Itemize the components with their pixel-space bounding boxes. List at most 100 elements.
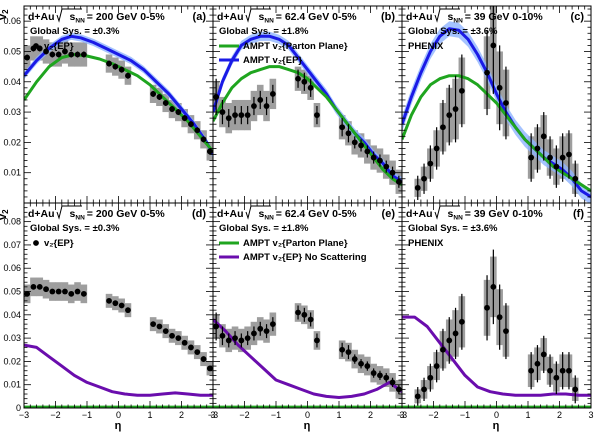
- data-point: [74, 288, 81, 295]
- panel-title-energy: s: [448, 11, 454, 23]
- legend-label: v₂{EP}: [44, 41, 74, 52]
- data-point: [414, 184, 421, 191]
- data-point: [206, 148, 213, 155]
- y-tick-label: 0.01: [3, 380, 21, 390]
- curve-blue: [24, 34, 213, 156]
- data-point: [213, 323, 220, 330]
- data-point: [295, 75, 301, 82]
- data-point: [553, 163, 560, 170]
- y-tick-label: 0.07: [3, 240, 21, 250]
- data-point: [68, 51, 75, 58]
- data-point: [169, 332, 175, 339]
- data-point: [150, 321, 157, 328]
- panel-title-suffix: = 39 GeV 0-10%: [465, 11, 544, 23]
- data-point: [572, 386, 579, 393]
- data-point: [553, 374, 560, 381]
- data-point: [370, 370, 377, 376]
- data-point: [257, 97, 264, 103]
- y-tick-label: 0.02: [3, 137, 21, 147]
- data-point: [62, 48, 68, 55]
- curve-band-blue: [24, 32, 213, 159]
- data-point: [307, 84, 314, 91]
- panel-d: 0 0.01 0.02 0.03 0.04 0.05 0.06 0.07 0.08 −3 −2 −1 0…: [3, 202, 216, 420]
- data-point: [219, 332, 226, 339]
- data-point: [225, 115, 232, 122]
- data-point: [534, 360, 541, 367]
- x-axis-label-3: η: [493, 420, 500, 432]
- y-tick-label: 0.01: [3, 168, 21, 178]
- x-tick-label: −1: [82, 410, 92, 420]
- data-point: [244, 335, 251, 342]
- data-point: [395, 178, 402, 185]
- data-point: [36, 283, 43, 290]
- data-point: [358, 360, 364, 367]
- data-point: [421, 386, 427, 393]
- panel-title: d+Au sNN = 200 GeV 0-5%: [28, 11, 165, 25]
- data-point: [106, 297, 112, 304]
- x-tick-label: 0: [116, 410, 121, 420]
- data-point: [55, 51, 62, 58]
- data-point: [566, 367, 572, 374]
- data-point: [206, 365, 213, 372]
- data-point: [263, 328, 270, 335]
- y-tick-label: 0.03: [3, 107, 21, 117]
- data-point: [433, 145, 440, 152]
- data-point: [377, 372, 383, 379]
- data-point: [345, 349, 352, 355]
- panel-b: (b) d+Au sNN = 62.4 GeV 0-5% Global Sys. = ±…: [212, 5, 403, 204]
- x-tick-label: 0: [305, 410, 310, 420]
- panels: 0.010.020.030.040.050.06 (a)d+Au sNN = 200 …: [3, 5, 594, 420]
- panel-title-energy-subscript: NN: [264, 18, 274, 25]
- panel-title-suffix: = 200 GeV 0-5%: [87, 208, 166, 220]
- data-point: [188, 121, 194, 128]
- data-point: [156, 323, 163, 330]
- y-tick-label: 0.06: [3, 16, 21, 26]
- legend-label: AMPT v₂{EP}: [243, 55, 302, 66]
- panel-title-system: d+Au: [406, 208, 433, 220]
- panel-title-energy: s: [70, 11, 76, 23]
- panel-label: (f): [573, 208, 584, 220]
- data-point: [175, 109, 182, 115]
- y-tick-label: 0.08: [3, 217, 21, 227]
- data-point: [295, 309, 301, 316]
- x-tick-label: 2: [179, 410, 184, 420]
- data-point: [339, 124, 346, 131]
- y-tick-label: 0.04: [3, 77, 21, 87]
- data-point: [181, 115, 188, 122]
- data-point: [232, 335, 238, 342]
- data-point: [351, 356, 358, 362]
- data-point: [225, 337, 232, 344]
- curve-green: [402, 74, 591, 193]
- data-point: [540, 351, 547, 358]
- data-point: [181, 339, 188, 346]
- x-tick-label: −3: [19, 410, 29, 420]
- x-tick-label: −1: [271, 410, 281, 420]
- x-tick-label: 3: [399, 410, 404, 420]
- curve-purple: [213, 318, 402, 399]
- panel-label: (e): [382, 208, 396, 220]
- data-point: [244, 112, 251, 119]
- x-tick-label: 0: [494, 410, 499, 420]
- data-point: [427, 374, 434, 381]
- data-point: [175, 335, 182, 342]
- panel-title: d+Au sNN = 200 GeV 0-5%: [28, 208, 165, 222]
- data-point: [238, 112, 245, 119]
- data-point: [301, 311, 308, 318]
- data-point: [458, 318, 465, 325]
- data-point: [559, 367, 566, 374]
- x-tick-label: 1: [525, 410, 530, 420]
- global-sys: Global Sys. = ±0.3%: [30, 26, 120, 37]
- panel-title-energy: s: [70, 208, 76, 220]
- data-point: [559, 154, 566, 161]
- data-point: [389, 169, 396, 176]
- x-tick-label: −2: [239, 410, 249, 420]
- data-point: [49, 288, 56, 295]
- x-tick-label: 3: [588, 410, 593, 420]
- data-point: [118, 66, 125, 73]
- data-point: [452, 330, 459, 337]
- panel-title-energy-subscript: NN: [453, 18, 463, 25]
- data-point: [414, 393, 421, 400]
- data-point: [484, 69, 490, 76]
- sqrt-sign: [434, 8, 460, 23]
- data-point: [547, 154, 553, 161]
